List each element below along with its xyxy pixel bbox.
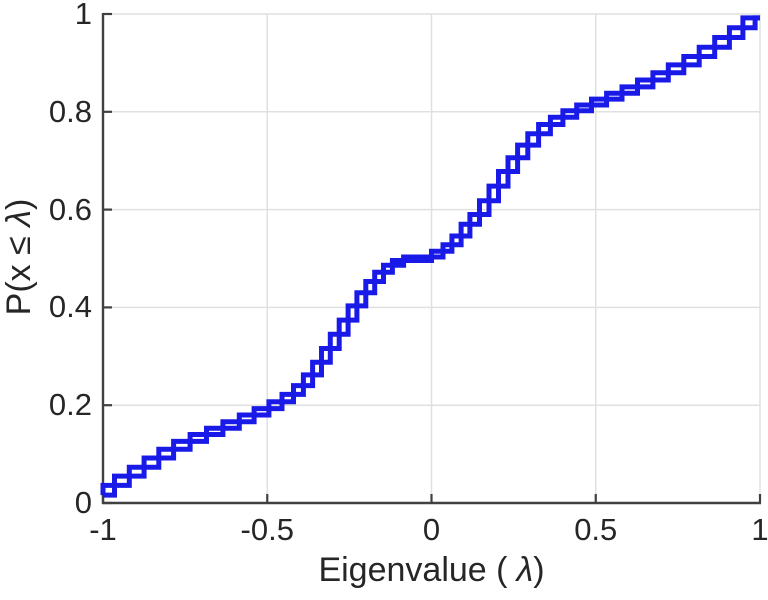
x-tick-label: 1: [751, 512, 768, 547]
x-axis-label-suffix: ): [533, 551, 545, 589]
lambda-symbol: λ: [0, 210, 38, 227]
y-axis-label: P(x ≤ λ): [0, 199, 38, 316]
y-tick-label: 0.6: [48, 191, 92, 227]
y-tick-label: 0: [74, 485, 92, 520]
x-tick-label: 0: [422, 512, 441, 547]
y-tick-label: 0.4: [48, 289, 92, 325]
eigenvalue-cdf-post-steps: [103, 15, 760, 498]
x-tick-label: -0.5: [240, 512, 294, 547]
y-tick-label: 0.2: [48, 387, 92, 423]
x-tick-label: -1: [89, 512, 117, 547]
x-tick-label: 0.5: [574, 512, 618, 547]
x-axis-label: Eigenvalue (λ): [103, 551, 760, 589]
lambda-symbol: λ: [516, 551, 534, 589]
y-axis-label-prefix: P(x ≤: [0, 226, 38, 316]
y-axis-label-suffix: ): [0, 198, 38, 211]
x-axis-label-prefix: Eigenvalue (: [318, 551, 508, 589]
y-tick-label: 1: [74, 0, 92, 31]
eigenvalue-cdf-pre-steps: [100, 15, 760, 496]
y-tick-label: 0.8: [48, 93, 92, 129]
